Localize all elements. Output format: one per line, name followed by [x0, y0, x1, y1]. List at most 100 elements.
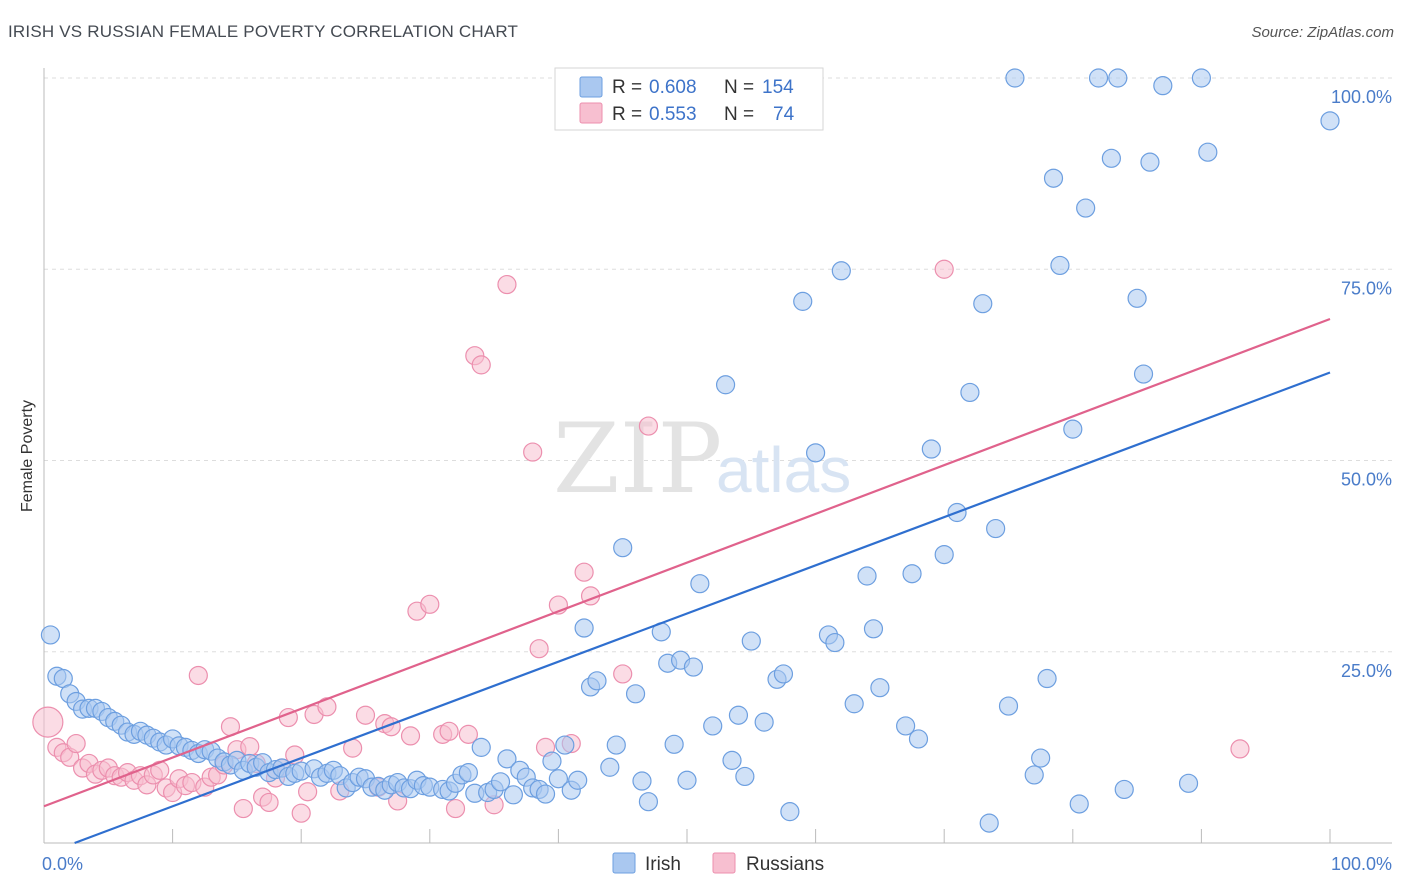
irish-point	[934, 544, 954, 565]
irish-point	[587, 671, 607, 691]
y-tick-label: 100.0%	[1331, 87, 1392, 107]
irish-point	[535, 784, 556, 804]
irish-point	[568, 770, 588, 790]
irish-point	[831, 261, 851, 281]
irish-point	[1088, 68, 1109, 88]
irish-point	[574, 618, 594, 638]
irish-point	[735, 766, 755, 787]
watermark-atlas: atlas	[716, 434, 851, 506]
irish-point	[857, 566, 877, 586]
irish-point	[805, 443, 826, 463]
bottom-legend-swatch-irish	[612, 852, 636, 874]
irish-point	[773, 664, 794, 684]
irish-point	[683, 657, 704, 677]
irish-point	[1043, 168, 1064, 188]
irish-point	[1063, 419, 1083, 439]
irish-point	[40, 625, 61, 645]
irish-point	[600, 757, 620, 777]
russians-point	[400, 726, 421, 746]
russians-point	[934, 259, 954, 279]
irish-point	[1031, 748, 1051, 768]
legend-irish-r-label: R =	[612, 77, 642, 98]
bottom-legend-irish: Irish	[645, 854, 681, 875]
irish-point	[458, 763, 478, 783]
watermark-zip: ZIP	[553, 403, 722, 515]
irish-point	[664, 734, 684, 754]
russians-point	[317, 697, 337, 717]
irish-point	[1076, 198, 1096, 218]
irish-point	[902, 564, 922, 584]
irish-point	[632, 771, 652, 791]
irish-point	[973, 294, 993, 314]
irish-points	[40, 68, 1340, 833]
legend-irish-r-value: 0.608	[649, 77, 697, 98]
russians-point	[32, 706, 64, 738]
russians-point	[259, 792, 279, 813]
irish-point	[555, 735, 575, 755]
irish-point	[1069, 794, 1089, 814]
irish-point	[1133, 364, 1154, 384]
bottom-legend-swatch-russians	[712, 852, 736, 874]
irish-point	[613, 538, 633, 558]
russians-point	[1230, 739, 1250, 759]
russians-point	[613, 664, 633, 684]
russians-point	[523, 442, 543, 462]
irish-point	[844, 694, 864, 714]
tick-labels: 25.0% 50.0% 75.0% 100.0% 0.0% 100.0%	[42, 87, 1392, 874]
irish-point	[638, 792, 659, 812]
irish-point	[896, 716, 916, 736]
irish-point	[625, 684, 646, 704]
russians-points	[32, 259, 1250, 823]
irish-point	[741, 631, 761, 651]
chart-title: IRISH VS RUSSIAN FEMALE POVERTY CORRELAT…	[8, 22, 519, 41]
irish-point	[703, 716, 723, 736]
irish-point	[690, 574, 710, 594]
russians-point	[298, 782, 318, 802]
russians-point	[66, 733, 86, 754]
irish-point	[1127, 288, 1147, 308]
legend-russians-n-label: N =	[724, 104, 754, 125]
x-tick-label-min: 0.0%	[42, 854, 83, 874]
legend-swatch-russians	[579, 102, 603, 124]
trend-lines	[43, 317, 1331, 845]
irish-point	[825, 632, 845, 653]
irish-point	[870, 678, 890, 698]
irish-point	[754, 712, 774, 732]
russians-point	[445, 798, 466, 819]
irish-point	[1153, 76, 1173, 96]
russians-point	[355, 705, 376, 725]
irish-point	[793, 291, 813, 311]
irish-point	[1024, 765, 1044, 785]
russians-point	[240, 737, 260, 757]
irish-point	[960, 382, 980, 403]
irish-point	[677, 770, 697, 790]
russians-trend-line	[43, 317, 1331, 808]
legend-swatch-irish	[579, 76, 603, 98]
irish-point	[1140, 152, 1160, 172]
irish-point	[497, 749, 517, 769]
russians-point	[529, 639, 549, 659]
irish-point	[722, 750, 742, 770]
bottom-legend-russians: Russians	[746, 854, 824, 875]
x-tick-label-max: 100.0%	[1331, 854, 1392, 874]
irish-point	[1101, 148, 1121, 168]
irish-point	[780, 802, 800, 822]
russians-point	[497, 274, 517, 295]
bottom-legend: Irish Russians	[612, 852, 824, 875]
irish-point	[1320, 111, 1340, 131]
legend-irish-n-label: N =	[724, 77, 754, 98]
irish-point	[606, 735, 626, 755]
irish-point	[503, 785, 523, 805]
irish-point	[863, 619, 884, 639]
irish-trend-line	[74, 371, 1331, 845]
top-legend: R = 0.608 N = 154 R = 0.553 N = 74	[554, 67, 824, 131]
watermark: ZIP atlas	[553, 403, 851, 515]
irish-point	[1198, 142, 1218, 162]
russians-point	[638, 416, 659, 436]
irish-point	[986, 518, 1006, 539]
y-tick-label: 75.0%	[1341, 278, 1392, 298]
irish-point	[979, 813, 999, 833]
irish-point	[1050, 255, 1070, 276]
irish-point	[1191, 68, 1212, 88]
russians-point	[574, 562, 594, 582]
